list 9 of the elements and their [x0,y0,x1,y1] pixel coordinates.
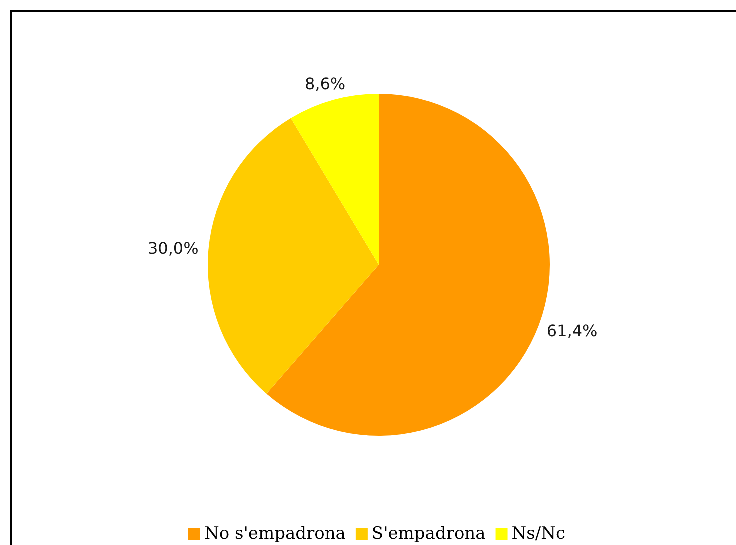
pie-slice [291,94,379,265]
pie-slice [208,118,379,394]
legend-label: Ns/Nc [512,524,566,544]
pie-slice [266,94,550,436]
legend-label: No s'empadrona [204,524,346,544]
legend-label: S'empadrona [372,524,486,544]
data-label: 61,4% [546,321,598,340]
data-label: 8,6% [304,74,346,94]
data-label: 30,0% [148,238,199,258]
